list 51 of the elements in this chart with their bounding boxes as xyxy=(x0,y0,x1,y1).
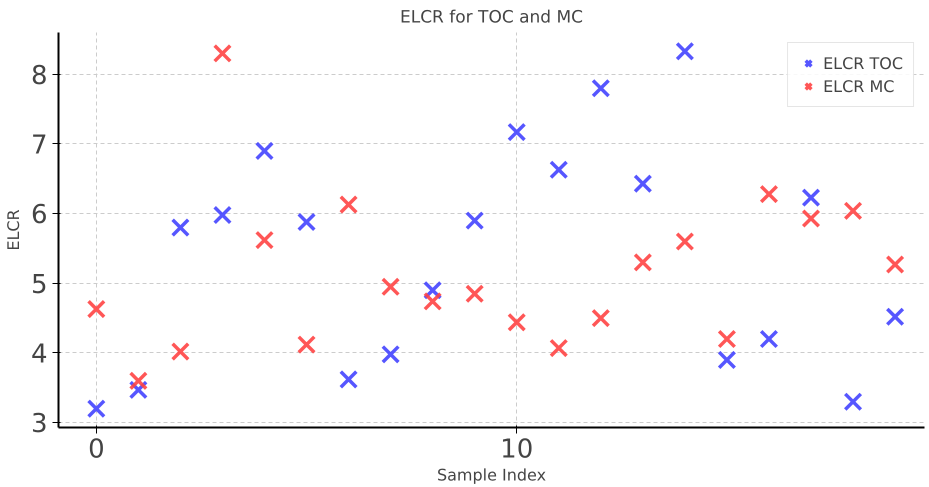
y-tick-label: 5 xyxy=(30,270,48,300)
point xyxy=(128,371,148,390)
chart-title: ELCR for TOC and MC xyxy=(400,8,584,28)
point xyxy=(297,212,316,232)
point xyxy=(675,232,694,252)
y-tick-label: 3 xyxy=(30,409,48,440)
x-axis-title: Sample Index xyxy=(436,466,546,484)
point xyxy=(212,205,232,225)
point xyxy=(465,284,484,304)
point xyxy=(633,252,652,272)
point xyxy=(381,344,400,364)
y-axis-title: ELCR xyxy=(4,209,23,251)
point xyxy=(675,42,694,61)
point xyxy=(591,78,610,98)
point xyxy=(844,201,863,220)
point xyxy=(170,342,190,362)
point xyxy=(759,329,778,349)
point xyxy=(801,188,821,208)
point xyxy=(507,312,526,332)
point xyxy=(381,277,400,296)
point xyxy=(423,292,442,311)
y-tick-label: 7 xyxy=(30,130,48,160)
point xyxy=(717,350,736,370)
point xyxy=(339,370,358,389)
legend-label: ELCR MC xyxy=(823,76,894,96)
point xyxy=(844,392,863,412)
point xyxy=(886,254,905,274)
point xyxy=(86,300,106,319)
point xyxy=(254,230,274,250)
point xyxy=(886,307,905,326)
y-tick-label: 8 xyxy=(30,60,48,91)
legend-label: ELCR TOC xyxy=(823,54,903,72)
point xyxy=(801,208,821,228)
x-tick-label: 10 xyxy=(500,434,534,464)
x-tick-label: 0 xyxy=(88,434,105,464)
point xyxy=(339,195,358,214)
point xyxy=(591,308,610,328)
point xyxy=(507,122,526,142)
y-tick-label: 6 xyxy=(30,200,48,230)
point xyxy=(717,329,736,349)
point xyxy=(465,211,484,230)
point xyxy=(297,335,316,354)
y-tick-label: 4 xyxy=(30,339,48,370)
point xyxy=(170,218,190,238)
point xyxy=(212,44,232,63)
point xyxy=(86,399,106,418)
point xyxy=(633,174,652,194)
point xyxy=(759,184,778,204)
point xyxy=(254,141,274,160)
point xyxy=(549,160,568,180)
point xyxy=(549,338,568,358)
